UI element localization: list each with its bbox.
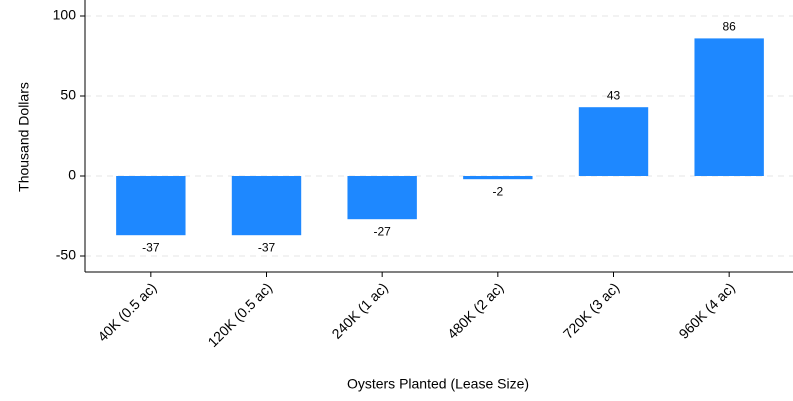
x-tick-label: 240K (1 ac)	[328, 279, 390, 341]
bar	[347, 176, 417, 220]
x-tick-label: 960K (4 ac)	[675, 279, 737, 341]
value-label: -2	[492, 184, 503, 198]
bar	[463, 176, 533, 180]
bar	[578, 107, 649, 176]
bar	[116, 176, 186, 236]
x-axis-title: Oysters Planted (Lease Size)	[347, 376, 529, 392]
value-label: 86	[722, 20, 736, 34]
y-tick-label: -50	[56, 247, 76, 263]
x-tick-label: 720K (3 ac)	[560, 279, 622, 341]
y-axis-title: Thousand Dollars	[16, 82, 32, 192]
value-label: -37	[258, 240, 276, 254]
bar	[694, 38, 764, 177]
value-label: -27	[373, 224, 391, 238]
x-tick-label: 480K (2 ac)	[444, 279, 506, 341]
y-tick-label: 50	[60, 87, 76, 103]
value-label: 43	[607, 88, 621, 102]
bar	[231, 176, 302, 236]
y-tick-label: 100	[53, 7, 77, 23]
value-label: -37	[142, 240, 160, 254]
x-tick-label: 120K (0.5 ac)	[204, 279, 275, 350]
x-tick-label: 40K (0.5 ac)	[94, 279, 159, 344]
y-tick-label: 0	[68, 167, 76, 183]
